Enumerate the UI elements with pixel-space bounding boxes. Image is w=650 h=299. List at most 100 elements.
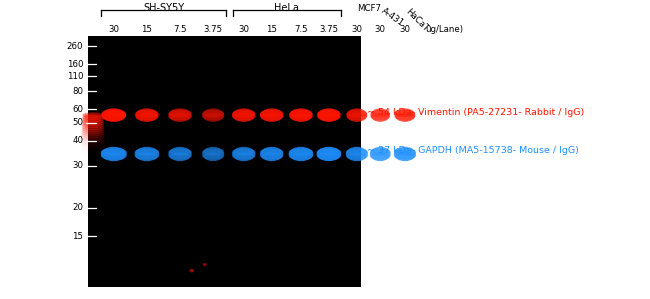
Ellipse shape xyxy=(135,152,159,160)
Ellipse shape xyxy=(346,110,367,117)
Ellipse shape xyxy=(81,127,105,132)
Ellipse shape xyxy=(202,148,224,155)
Text: 30: 30 xyxy=(352,25,362,34)
Ellipse shape xyxy=(317,148,341,155)
Text: 15: 15 xyxy=(72,232,83,241)
Text: 260: 260 xyxy=(67,42,83,51)
Ellipse shape xyxy=(289,148,313,155)
Text: HeLa: HeLa xyxy=(274,3,299,13)
Ellipse shape xyxy=(395,110,415,117)
Ellipse shape xyxy=(289,113,313,120)
Ellipse shape xyxy=(317,110,341,117)
Ellipse shape xyxy=(101,152,127,160)
Text: 7.5: 7.5 xyxy=(294,25,307,34)
Ellipse shape xyxy=(81,135,105,141)
Ellipse shape xyxy=(394,148,416,155)
Ellipse shape xyxy=(82,119,104,124)
Ellipse shape xyxy=(202,152,224,160)
Ellipse shape xyxy=(232,152,255,160)
Ellipse shape xyxy=(83,112,103,118)
Ellipse shape xyxy=(346,147,368,161)
Ellipse shape xyxy=(202,147,224,161)
Ellipse shape xyxy=(260,109,283,122)
Text: 30: 30 xyxy=(375,25,385,34)
Bar xyxy=(88,36,361,287)
Ellipse shape xyxy=(370,110,390,117)
Ellipse shape xyxy=(135,148,159,155)
Ellipse shape xyxy=(83,117,103,122)
Text: ug/Lane): ug/Lane) xyxy=(426,25,463,34)
Text: MCF7: MCF7 xyxy=(357,4,381,13)
Ellipse shape xyxy=(317,113,341,120)
Text: ~ 37 kDa- GAPDH (MA5-15738- Mouse / IgG): ~ 37 kDa- GAPDH (MA5-15738- Mouse / IgG) xyxy=(367,146,579,155)
Ellipse shape xyxy=(168,109,192,122)
Ellipse shape xyxy=(82,123,104,128)
Ellipse shape xyxy=(232,148,255,155)
Text: 15: 15 xyxy=(266,25,277,34)
Ellipse shape xyxy=(101,147,127,161)
Ellipse shape xyxy=(101,109,126,122)
Ellipse shape xyxy=(317,147,341,161)
Ellipse shape xyxy=(168,113,192,120)
Ellipse shape xyxy=(82,125,104,130)
Ellipse shape xyxy=(135,113,159,120)
Ellipse shape xyxy=(168,147,192,161)
Ellipse shape xyxy=(232,147,255,161)
Ellipse shape xyxy=(346,109,367,122)
Ellipse shape xyxy=(82,121,104,126)
Ellipse shape xyxy=(370,147,391,161)
Ellipse shape xyxy=(260,148,283,155)
Text: 30: 30 xyxy=(72,161,83,170)
Ellipse shape xyxy=(289,152,313,160)
Ellipse shape xyxy=(289,109,313,122)
Text: 15: 15 xyxy=(142,25,152,34)
Ellipse shape xyxy=(395,113,415,120)
Text: 3.75: 3.75 xyxy=(319,25,339,34)
Ellipse shape xyxy=(394,152,416,160)
Ellipse shape xyxy=(317,152,341,160)
Text: 30: 30 xyxy=(239,25,249,34)
Ellipse shape xyxy=(370,152,391,160)
Ellipse shape xyxy=(168,148,192,155)
Ellipse shape xyxy=(289,147,313,161)
Ellipse shape xyxy=(370,109,390,122)
Ellipse shape xyxy=(81,131,105,136)
Ellipse shape xyxy=(232,109,255,122)
Text: 40: 40 xyxy=(72,136,83,145)
Ellipse shape xyxy=(81,139,105,145)
Text: 20: 20 xyxy=(72,203,83,212)
Text: 50: 50 xyxy=(72,118,83,127)
Ellipse shape xyxy=(260,147,283,161)
Ellipse shape xyxy=(260,110,283,117)
Ellipse shape xyxy=(370,113,390,120)
Ellipse shape xyxy=(190,269,194,272)
Ellipse shape xyxy=(346,113,367,120)
Ellipse shape xyxy=(346,152,368,160)
Text: 80: 80 xyxy=(72,87,83,96)
Text: 7.5: 7.5 xyxy=(174,25,187,34)
Text: ~ 54 kDa- Vimentin (PA5-27231- Rabbit / IgG): ~ 54 kDa- Vimentin (PA5-27231- Rabbit / … xyxy=(367,108,584,117)
Text: HaCaT: HaCaT xyxy=(404,7,430,33)
Text: 30: 30 xyxy=(109,25,119,34)
Ellipse shape xyxy=(232,113,255,120)
Ellipse shape xyxy=(168,152,192,160)
Ellipse shape xyxy=(101,113,126,120)
Ellipse shape xyxy=(101,110,126,117)
Ellipse shape xyxy=(370,148,391,155)
Text: 30: 30 xyxy=(400,25,410,34)
Ellipse shape xyxy=(202,109,224,122)
Ellipse shape xyxy=(395,109,415,122)
Ellipse shape xyxy=(260,152,283,160)
Ellipse shape xyxy=(101,148,127,155)
Ellipse shape xyxy=(289,110,313,117)
Ellipse shape xyxy=(394,147,416,161)
Ellipse shape xyxy=(346,148,368,155)
Ellipse shape xyxy=(81,129,105,134)
Ellipse shape xyxy=(81,137,105,143)
Ellipse shape xyxy=(135,110,159,117)
Text: 3.75: 3.75 xyxy=(203,25,223,34)
Ellipse shape xyxy=(168,110,192,117)
Ellipse shape xyxy=(81,133,105,138)
Ellipse shape xyxy=(83,115,103,120)
Ellipse shape xyxy=(202,110,224,117)
